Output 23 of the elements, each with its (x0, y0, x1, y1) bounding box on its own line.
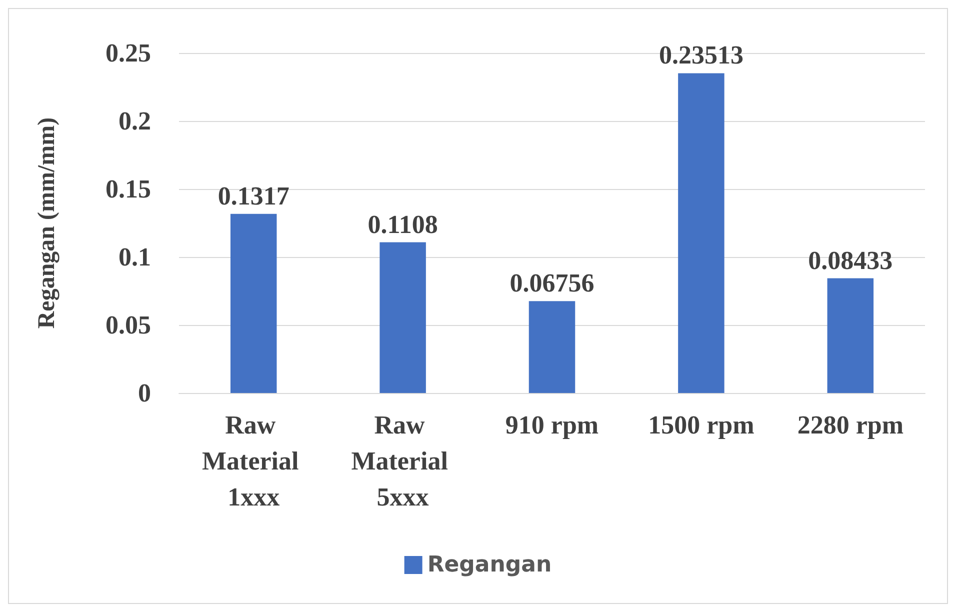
y-tick-label: 0.1 (118, 242, 151, 272)
legend-label: Regangan (427, 552, 552, 578)
x-tick-label: 2280 rpm (797, 410, 904, 440)
y-tick-label: 0 (138, 378, 151, 408)
data-label: 0.23513 (658, 40, 744, 70)
bar (380, 242, 426, 393)
bar (528, 301, 576, 393)
data-label: 0.1317 (218, 181, 290, 210)
x-tick-label: Raw Material 1xxx (202, 410, 306, 512)
bar (678, 73, 724, 393)
x-tick-label: 1500 rpm (648, 410, 755, 440)
data-label: 0.06756 (510, 268, 594, 298)
bar (827, 278, 874, 393)
y-tick-label: 0.15 (106, 174, 151, 204)
x-tick-label: 910 rpm (505, 410, 599, 440)
y-tick-label: 0.25 (106, 38, 151, 68)
y-tick-label: 0.2 (118, 106, 151, 136)
y-tick-label: 0.05 (106, 310, 151, 340)
data-label: 0.1108 (368, 210, 438, 239)
y-axis-title: Regangan (mm/mm) (34, 117, 60, 329)
data-label: 0.08433 (808, 246, 893, 275)
x-tick-label: Raw Material 5xxx (351, 410, 454, 512)
bar (230, 214, 277, 393)
